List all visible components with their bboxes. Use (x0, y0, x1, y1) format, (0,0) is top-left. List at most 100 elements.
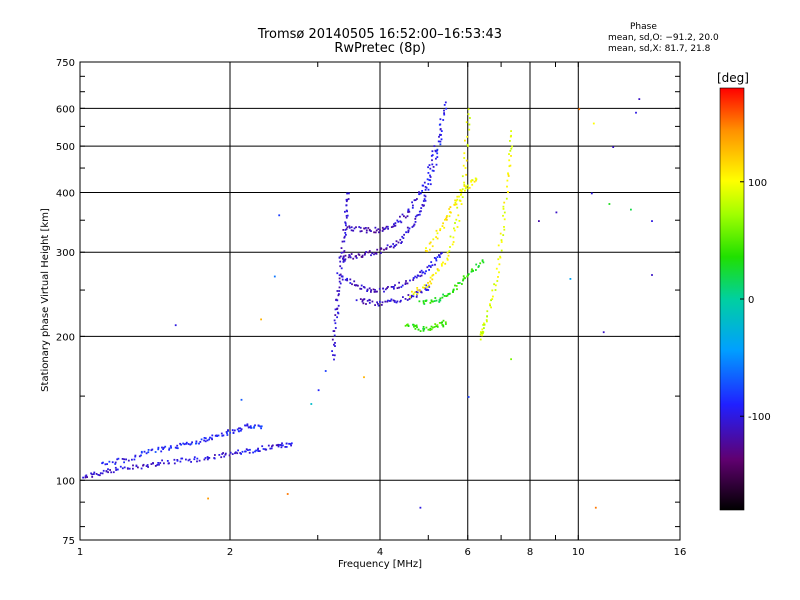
echo-point (346, 198, 349, 201)
echo-point (229, 431, 231, 434)
echo-point (435, 229, 438, 232)
echo-point (456, 226, 459, 228)
echo-point (442, 222, 444, 225)
echo-point (158, 463, 160, 466)
echo-point (434, 149, 437, 152)
echo-point (195, 442, 198, 445)
echo-point (454, 199, 456, 202)
echo-point (106, 463, 108, 465)
echo-point (342, 259, 345, 261)
echo-point (341, 275, 344, 278)
echo-point (372, 288, 375, 291)
echo-point (445, 295, 448, 297)
echo-point (438, 299, 441, 301)
echo-point (408, 298, 411, 300)
echo-point (438, 123, 441, 126)
echo-point (455, 203, 458, 206)
echo-point (375, 252, 378, 255)
echo-point (346, 279, 349, 282)
echo-point (281, 442, 283, 445)
echo-point (114, 461, 117, 464)
echo-point (190, 461, 192, 463)
echo-point (480, 331, 482, 333)
echo-point (499, 232, 502, 235)
echo-point (486, 315, 488, 318)
echo-point (439, 128, 442, 131)
echo-point (408, 227, 411, 230)
echo-point (486, 310, 489, 313)
echo-point (382, 287, 384, 290)
echo-point (481, 328, 484, 331)
echo-point (425, 270, 427, 273)
echo-point (427, 282, 429, 284)
echo-point (185, 441, 188, 444)
echo-point (217, 434, 220, 437)
echo-point (405, 280, 407, 282)
x-tick-label: 8 (527, 547, 533, 558)
echo-point (358, 254, 361, 256)
echo-point (447, 254, 450, 257)
colorbar-ticks: 100 0 -100 (740, 178, 771, 423)
echo-point (366, 299, 369, 302)
echo-point (400, 221, 403, 224)
echo-point (344, 210, 346, 213)
echo-point (423, 303, 426, 305)
echo-point (173, 462, 176, 465)
echo-point (426, 266, 429, 269)
scattered-point (207, 497, 209, 500)
echo-point (180, 457, 183, 460)
echo-point (347, 198, 350, 200)
echo-point (470, 180, 472, 183)
echo-point (502, 205, 505, 208)
echo-point (145, 452, 148, 455)
echo-point (426, 178, 429, 181)
y-tick-label: 600 (56, 104, 75, 115)
echo-point (431, 169, 434, 172)
scattered-point (555, 211, 558, 214)
echo-point (395, 301, 398, 304)
echo-point (413, 199, 416, 202)
echo-point (204, 440, 207, 443)
echo-point (451, 243, 454, 246)
echo-point (459, 189, 462, 192)
echo-point (221, 453, 224, 455)
echo-point (254, 450, 256, 453)
echo-point (431, 274, 434, 277)
colorbar-tick-label: 100 (748, 178, 767, 189)
echo-point (448, 250, 451, 253)
echo-point (206, 439, 209, 442)
echo-point (157, 446, 160, 449)
echo-point (338, 293, 340, 295)
echo-point (412, 295, 415, 298)
echo-point (211, 438, 213, 441)
echo-point (421, 271, 424, 274)
echo-point (183, 443, 186, 446)
echo-point (216, 435, 218, 437)
colorbar: [deg] 100 0 -100 (717, 71, 771, 511)
echo-point (342, 261, 345, 263)
echo-point (334, 314, 337, 316)
echo-point (345, 200, 348, 203)
echo-point (422, 286, 424, 289)
echo-point (433, 326, 436, 328)
echo-point (499, 255, 501, 258)
echo-point (198, 442, 200, 445)
echo-point (471, 179, 473, 181)
echo-point (344, 221, 347, 224)
echo-point (434, 263, 436, 266)
echo-point (366, 288, 369, 291)
echo-point (416, 326, 418, 329)
scattered-point (240, 398, 243, 401)
echo-point (270, 447, 273, 450)
echo-point (423, 286, 426, 289)
echo-point (275, 444, 278, 447)
echo-point (429, 280, 431, 283)
echo-point (252, 451, 254, 454)
echo-point (334, 322, 337, 325)
echo-point (377, 304, 380, 307)
echo-point (344, 229, 347, 231)
echo-point (443, 113, 446, 116)
echo-point (336, 272, 339, 275)
echo-point (454, 284, 456, 287)
echo-point (335, 298, 338, 301)
